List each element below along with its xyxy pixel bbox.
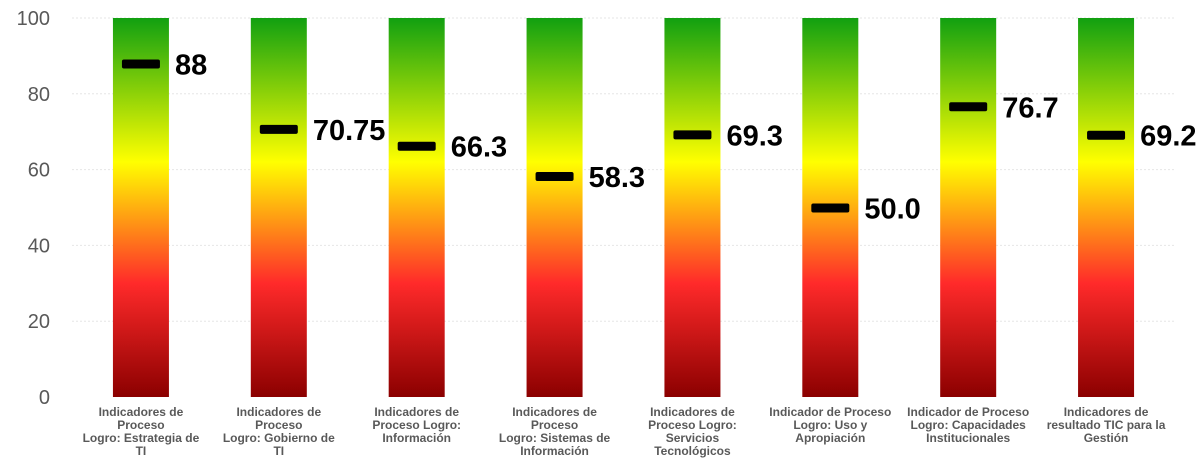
y-tick-label: 40 xyxy=(28,235,50,257)
category-label-line: Institucionales xyxy=(926,431,1010,445)
category-label-line: Logro: Gobierno de xyxy=(223,431,335,445)
category-label: Indicadores de Proceso Logro: Sistemas de I… xyxy=(499,405,611,458)
category-label: Indicadores de Proceso Logro: Gobierno de T… xyxy=(223,405,335,458)
y-tick-label: 100 xyxy=(17,8,50,30)
category-label: Indicador de Proceso Logro: Uso y Apropiac… xyxy=(769,405,891,445)
value-marker xyxy=(673,130,712,140)
category-label-line: Indicadores de xyxy=(236,405,321,419)
gauge-bar xyxy=(940,18,997,397)
value-label: 58.3 xyxy=(589,162,645,194)
category-label: Indicadores de Proceso Logro: Estrategia d… xyxy=(83,405,200,458)
category-label: Indicadores de Proceso Logro: Servicios Tec… xyxy=(648,405,737,458)
category-label-line: Proceso xyxy=(117,418,164,432)
category-label-line: Información xyxy=(520,444,589,458)
category-label-line: Proceso Logro: xyxy=(648,418,737,432)
value-marker xyxy=(535,172,574,182)
value-marker xyxy=(259,124,298,134)
value-marker xyxy=(949,102,988,112)
category-label-line: Logro: Sistemas de xyxy=(499,431,611,445)
value-marker xyxy=(121,59,160,69)
category-label-line: Gestión xyxy=(1084,431,1129,445)
value-label: 69.3 xyxy=(726,120,782,152)
gauge-bar xyxy=(388,18,445,397)
y-tick-label: 20 xyxy=(28,311,50,333)
category-label: Indicadores de resultado TIC para la Gesti… xyxy=(1047,405,1166,445)
category-label-line: Proceso xyxy=(531,418,578,432)
category-label-line: Indicadores de xyxy=(650,405,735,419)
value-marker xyxy=(811,203,850,213)
category-label-line: Indicador de Proceso xyxy=(907,405,1029,419)
value-label: 50.0 xyxy=(864,194,920,226)
gauge-bar xyxy=(664,18,721,397)
category-label-line: Proceso xyxy=(255,418,302,432)
category-label-line: Indicador de Proceso xyxy=(769,405,891,419)
value-marker xyxy=(397,141,436,151)
category-label: Indicador de Proceso Logro: Capacidades In… xyxy=(907,405,1029,445)
category-label-line: TI xyxy=(136,444,147,458)
category-label-line: Indicadores de xyxy=(99,405,184,419)
gauge-bar xyxy=(526,18,583,397)
bars xyxy=(112,18,1135,397)
gauge-bar xyxy=(1078,18,1135,397)
category-label-line: resultado TIC para la xyxy=(1047,418,1166,432)
value-label: 76.7 xyxy=(1002,92,1058,124)
value-label: 69.2 xyxy=(1140,121,1196,153)
category-label-line: Logro: Estrategia de xyxy=(83,431,200,445)
y-tick-label: 80 xyxy=(28,84,50,106)
category-label-line: Logro: Capacidades xyxy=(911,418,1027,432)
y-tick-label: 60 xyxy=(28,160,50,182)
value-label: 66.3 xyxy=(451,132,507,164)
value-label: 88 xyxy=(175,49,207,81)
gauge-bar xyxy=(250,18,307,397)
value-marker xyxy=(1087,130,1126,140)
category-label-line: Indicadores de xyxy=(374,405,459,419)
category-label-line: Apropiación xyxy=(795,431,865,445)
y-tick-label: 0 xyxy=(39,387,50,409)
value-label: 70.75 xyxy=(313,115,386,147)
category-label-line: Indicadores de xyxy=(512,405,597,419)
category-label-line: Logro: Uso y xyxy=(793,418,867,432)
category-label-line: Tecnológicos xyxy=(654,444,731,458)
category-label-line: Indicadores de xyxy=(1064,405,1149,419)
value-labels: 88 70.75 66.3 58.3 69.3 50.0 76.7 69.2 xyxy=(175,49,1197,225)
y-axis: 0 20 40 60 80 100 xyxy=(17,8,50,409)
category-label-line: Información xyxy=(382,431,451,445)
category-label: Indicadores de Proceso Logro: Información xyxy=(372,405,461,445)
value-markers xyxy=(121,59,1126,213)
category-label-line: Servicios xyxy=(666,431,720,445)
x-axis: Indicadores de Proceso Logro: Estrategia d… xyxy=(83,405,1166,458)
category-label-line: TI xyxy=(273,444,284,458)
gauge-bar xyxy=(112,18,169,397)
category-label-line: Proceso Logro: xyxy=(372,418,461,432)
